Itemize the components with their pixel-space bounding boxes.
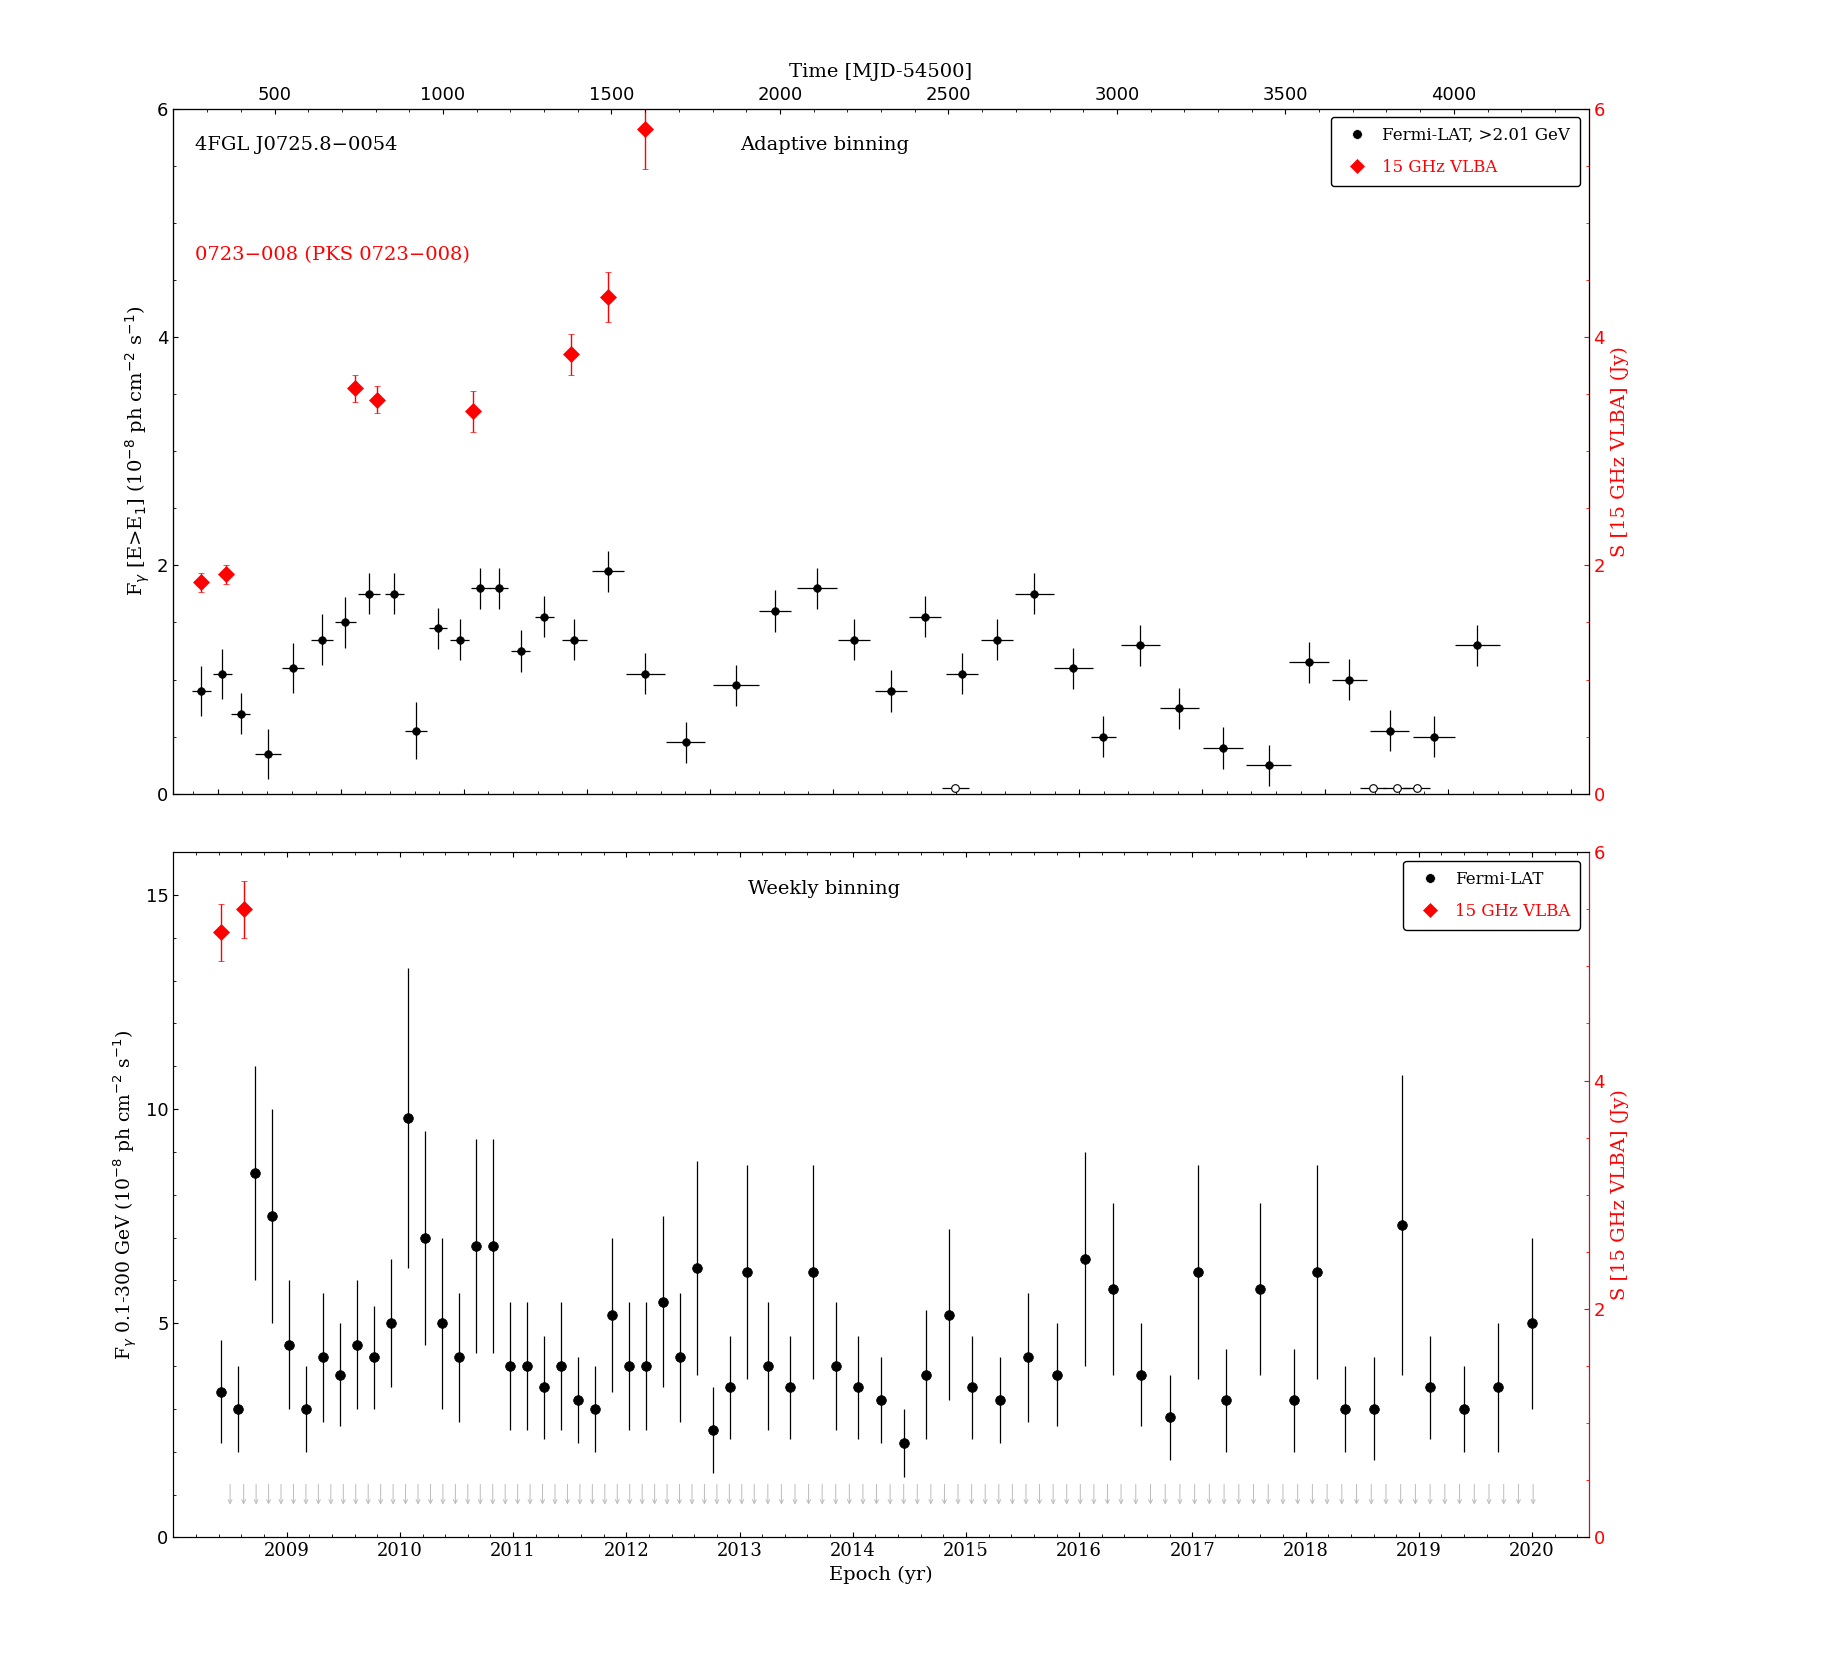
Legend: Fermi-LAT, >2.01 GeV, 15 GHz VLBA: Fermi-LAT, >2.01 GeV, 15 GHz VLBA (1331, 117, 1579, 185)
X-axis label: Time [MJD-54500]: Time [MJD-54500] (789, 63, 973, 82)
X-axis label: Epoch (yr): Epoch (yr) (829, 1566, 933, 1584)
Text: Weekly binning: Weekly binning (749, 879, 900, 897)
Y-axis label: S [15 GHz VLBA] (Jy): S [15 GHz VLBA] (Jy) (1611, 1089, 1629, 1300)
Y-axis label: F$_\gamma$ 0.1-300 GeV (10$^{-8}$ ph cm$^{-2}$ s$^{-1}$): F$_\gamma$ 0.1-300 GeV (10$^{-8}$ ph cm$… (111, 1029, 141, 1360)
Text: 4FGL J0725.8−0054: 4FGL J0725.8−0054 (195, 135, 398, 154)
Y-axis label: F$_\gamma$ [E>E$_1$] (10$^{-8}$ ph cm$^{-2}$ s$^{-1}$): F$_\gamma$ [E>E$_1$] (10$^{-8}$ ph cm$^{… (122, 306, 152, 597)
Text: 0723−008 (PKS 0723−008): 0723−008 (PKS 0723−008) (195, 246, 469, 264)
Y-axis label: S [15 GHz VLBA] (Jy): S [15 GHz VLBA] (Jy) (1611, 346, 1629, 556)
Legend: Fermi-LAT, 15 GHz VLBA: Fermi-LAT, 15 GHz VLBA (1402, 861, 1579, 929)
Text: Adaptive binning: Adaptive binning (740, 135, 909, 154)
